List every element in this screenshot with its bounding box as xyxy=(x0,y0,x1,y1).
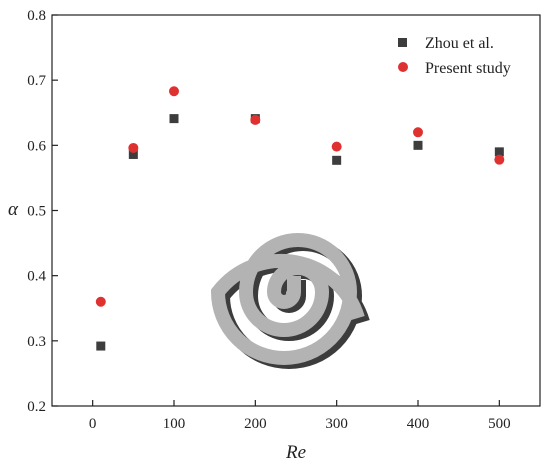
data-point-zhou xyxy=(494,147,504,157)
spiral-body xyxy=(210,233,365,365)
x-tick-label: 500 xyxy=(488,416,511,432)
data-point-zhou xyxy=(169,114,179,124)
x-tick-label: 100 xyxy=(163,416,186,432)
x-tick-label: 400 xyxy=(407,416,430,432)
x-axis-title: Re xyxy=(285,442,306,463)
legend-label-present: Present study xyxy=(425,60,511,77)
spiral-channel-illustration xyxy=(210,233,370,369)
x-tick-label: 0 xyxy=(89,416,97,432)
y-tick-label: 0.6 xyxy=(27,138,46,154)
data-point-present xyxy=(250,114,261,125)
data-point-present xyxy=(494,154,505,165)
y-tick-label: 0.8 xyxy=(27,8,46,24)
data-point-zhou xyxy=(96,341,106,351)
y-tick-label: 0.4 xyxy=(27,269,46,285)
data-point-present xyxy=(331,141,342,152)
y-tick-label: 0.7 xyxy=(27,73,46,89)
data-point-zhou xyxy=(413,140,423,150)
data-points xyxy=(95,86,505,351)
x-tick-label: 300 xyxy=(325,416,348,432)
legend: Zhou et al. Present study xyxy=(398,35,511,77)
legend-label-zhou: Zhou et al. xyxy=(425,35,494,52)
y-tick-label: 0.3 xyxy=(27,334,46,350)
data-point-present xyxy=(95,296,106,307)
legend-marker-zhou xyxy=(398,38,407,47)
y-tick-label: 0.2 xyxy=(27,399,46,415)
plot-frame xyxy=(51,14,541,407)
axis-ticks: 0 100 200 300 400 500 0.2 0.3 0.4 0.5 0.6 0.7 0.8 xyxy=(27,8,510,432)
legend-marker-present xyxy=(398,62,408,72)
y-tick-label: 0.5 xyxy=(27,204,46,220)
data-point-present xyxy=(128,142,139,153)
x-tick-label: 200 xyxy=(244,416,267,432)
data-point-zhou xyxy=(332,155,342,165)
data-point-zhou xyxy=(128,149,138,159)
data-point-present xyxy=(169,86,179,97)
y-axis-title: α xyxy=(8,199,19,220)
data-point-present xyxy=(413,127,423,138)
